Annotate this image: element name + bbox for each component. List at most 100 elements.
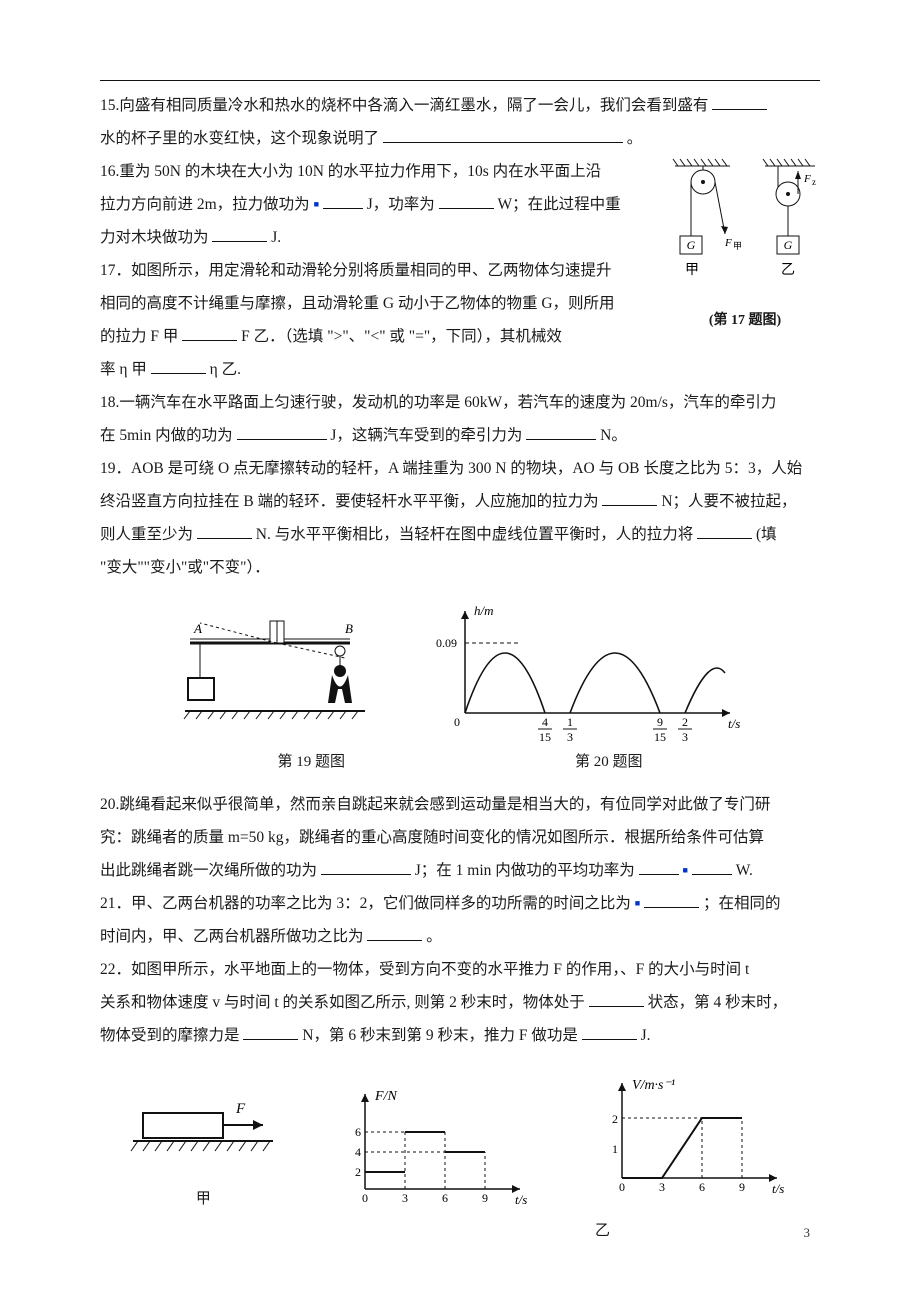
fig-row-19-20: A O B xyxy=(100,603,820,743)
q19-l1: 19．AOB 是可绕 O 点无摩擦转动的轻杆，A 端挂重为 300 N 的物块，… xyxy=(100,453,820,484)
svg-text:3: 3 xyxy=(682,730,688,743)
q17-l1: 17．如图所示，用定滑轮和动滑轮分别将质量相同的甲、乙两物体匀速提升 xyxy=(100,255,660,286)
q22-l2: 关系和物体速度 v 与时间 t 的关系如图乙所示, 则第 2 秒末时，物体处于 … xyxy=(100,987,820,1018)
q19-l2: 终沿竖直方向拉挂在 B 端的轻环．要使轻杆水平平衡，人应施加的拉力为 N；人要不… xyxy=(100,486,820,517)
dot-icon: ■ xyxy=(683,865,688,875)
q20-blank-1 xyxy=(321,859,411,876)
q15-period: 。 xyxy=(627,130,643,147)
q18-l1: 18.一辆汽车在水平路面上匀速行驶，发动机的功率是 60kW，若汽车的速度为 2… xyxy=(100,387,820,418)
q20-l3: 出此跳绳者跳一次绳所做的功为 J；在 1 min 内做功的平均功率为 ■ W. xyxy=(100,855,820,886)
q22-yi-caption: 乙 xyxy=(575,1216,795,1246)
q19-blank-2 xyxy=(197,523,252,540)
q16-blank-1 xyxy=(323,193,363,210)
svg-text:9: 9 xyxy=(739,1180,745,1194)
q22-l3: 物体受到的摩擦力是 N，第 6 秒末到第 9 秒末，推力 F 做功是 J. xyxy=(100,1020,820,1051)
q22-figures: F 甲 F/N t/s 2 4 6 0 3 6 9 xyxy=(100,1073,820,1214)
q19-l4: "变大""变小"或"不变"）． xyxy=(100,552,820,583)
q16-blank-3 xyxy=(212,226,267,243)
svg-text:甲: 甲 xyxy=(685,263,699,278)
svg-text:F: F xyxy=(724,237,732,249)
q15-text-1: 15.向盛有相同质量冷水和热水的烧杯中各滴入一滴红墨水，隔了一会儿，我们会看到盛… xyxy=(100,97,708,114)
q22-ft-svg: F/N t/s 2 4 6 0 3 6 9 xyxy=(335,1084,535,1214)
svg-text:F: F xyxy=(235,1101,246,1117)
svg-text:15: 15 xyxy=(539,730,551,743)
q16-l2: 拉力方向前进 2m，拉力做功为 ■ J，功率为 W；在此过程中重 xyxy=(100,189,660,220)
fig-captions-19-20: 第 19 题图 第 20 题图 xyxy=(100,747,820,777)
q17-l2: 相同的高度不计绳重与摩擦，且动滑轮重 G 动小于乙物体的物重 G，则所用 xyxy=(100,288,660,319)
svg-text:9: 9 xyxy=(482,1191,488,1205)
svg-text:F/N: F/N xyxy=(374,1089,397,1104)
q22-fig-yi: V/m·s⁻¹ t/s 1 2 0 3 6 9 xyxy=(592,1073,792,1214)
q18-l2: 在 5min 内做的功为 J，这辆汽车受到的牵引力为 N。 xyxy=(100,420,820,451)
svg-text:9: 9 xyxy=(657,715,663,729)
svg-text:4: 4 xyxy=(355,1145,361,1159)
q19-svg: A O B xyxy=(180,603,370,733)
q22-jia-svg: F xyxy=(128,1083,278,1173)
q16-blank-2 xyxy=(439,193,494,210)
svg-text:0: 0 xyxy=(454,715,460,729)
q21-blank-2 xyxy=(367,925,422,942)
dot-icon: ■ xyxy=(314,199,319,209)
q17-l4: 率 η 甲 η 乙. xyxy=(100,354,660,385)
svg-text:1: 1 xyxy=(612,1142,618,1156)
q17-figure: G F甲 甲 G Fz 乙 (第 17 题图) xyxy=(670,156,820,335)
q20-blank-2b xyxy=(692,859,732,876)
q19-caption: 第 19 题图 xyxy=(277,747,345,777)
q22-blank-1 xyxy=(589,991,644,1008)
svg-text:乙: 乙 xyxy=(781,262,795,278)
q15-blank-2 xyxy=(383,127,623,144)
q22-jia-caption: 甲 xyxy=(128,1184,278,1214)
q17-blank-2 xyxy=(151,358,206,375)
svg-text:4: 4 xyxy=(542,715,548,729)
svg-text:t/s: t/s xyxy=(772,1181,784,1196)
q17-svg: G F甲 甲 G Fz 乙 xyxy=(670,156,820,296)
svg-text:2: 2 xyxy=(612,1112,618,1126)
svg-text:z: z xyxy=(812,177,816,187)
q21-l2: 时间内，甲、乙两台机器所做功之比为 。 xyxy=(100,921,820,952)
q20-svg: h/m t/s 0 0.09 415 13 915 23 xyxy=(430,603,740,743)
q15-text-2: 水的杯子里的水变红快，这个现象说明了 xyxy=(100,130,379,147)
page-number: 3 xyxy=(804,1220,811,1246)
q20-l2: 究：跳绳者的质量 m=50 kg，跳绳者的重心高度随时间变化的情况如图所示．根据… xyxy=(100,822,820,853)
svg-text:1: 1 xyxy=(567,715,573,729)
q20-blank-2 xyxy=(639,859,679,876)
q22-blank-3 xyxy=(582,1024,637,1041)
svg-text:6: 6 xyxy=(699,1180,705,1194)
q20-l1: 20.跳绳看起来似乎很简单，然而亲自跳起来就会感到运动量是相当大的，有位同学对此… xyxy=(100,789,820,820)
svg-text:t/s: t/s xyxy=(728,716,740,731)
q17-blank-1 xyxy=(182,325,237,342)
svg-text:6: 6 xyxy=(355,1125,361,1139)
svg-text:2: 2 xyxy=(682,715,688,729)
svg-text:2: 2 xyxy=(355,1165,361,1179)
q20-caption: 第 20 题图 xyxy=(575,747,643,777)
svg-text:G: G xyxy=(687,238,696,252)
q22-fig-jia: F 甲 xyxy=(128,1083,278,1214)
q22-l1: 22．如图甲所示，水平地面上的一物体，受到方向不变的水平推力 F 的作用，、F … xyxy=(100,954,820,985)
q15: 15.向盛有相同质量冷水和热水的烧杯中各滴入一滴红墨水，隔了一会儿，我们会看到盛… xyxy=(100,90,820,121)
svg-text:甲: 甲 xyxy=(733,241,742,251)
q21-l1: 21．甲、乙两台机器的功率之比为 3：2，它们做同样多的功所需的时间之比为 ■ … xyxy=(100,888,820,919)
svg-text:F: F xyxy=(803,173,811,185)
page: 15.向盛有相同质量冷水和热水的烧杯中各滴入一滴红墨水，隔了一会儿，我们会看到盛… xyxy=(0,0,920,1302)
q19-blank-1 xyxy=(602,490,657,507)
svg-text:3: 3 xyxy=(567,730,573,743)
q22-blank-2 xyxy=(243,1024,298,1041)
q16-l3: 力对木块做功为 J. xyxy=(100,222,660,253)
svg-text:6: 6 xyxy=(442,1191,448,1205)
svg-text:V/m·s⁻¹: V/m·s⁻¹ xyxy=(632,1078,675,1093)
svg-text:t/s: t/s xyxy=(515,1192,527,1207)
svg-text:0: 0 xyxy=(362,1191,368,1205)
svg-text:0: 0 xyxy=(619,1180,625,1194)
q19-l3: 则人重至少为 N. 与水平平衡相比，当轻杆在图中虚线位置平衡时，人的拉力将 (填 xyxy=(100,519,820,550)
q18-blank-1 xyxy=(237,424,327,441)
svg-text:3: 3 xyxy=(659,1180,665,1194)
dot-icon: ■ xyxy=(635,898,640,908)
svg-text:3: 3 xyxy=(402,1191,408,1205)
q17-l3: 的拉力 F 甲 F 乙．（选填 ">"、"<" 或 "="，下同），其机械效 xyxy=(100,321,660,352)
svg-text:0.09: 0.09 xyxy=(436,636,457,650)
svg-text:15: 15 xyxy=(654,730,666,743)
q19-blank-3 xyxy=(697,523,752,540)
q18-blank-2 xyxy=(526,424,596,441)
header-rule xyxy=(100,80,820,81)
q21-blank-1 xyxy=(644,892,699,909)
